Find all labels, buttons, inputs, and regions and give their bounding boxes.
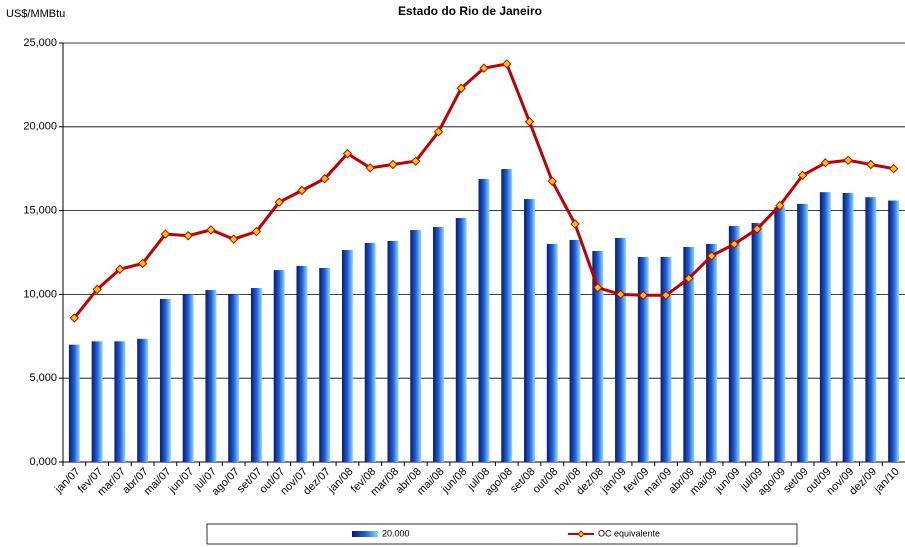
marker — [479, 63, 489, 73]
bar — [433, 227, 444, 462]
marker — [615, 289, 626, 300]
marker — [365, 163, 375, 173]
bar — [296, 265, 308, 462]
bar — [797, 203, 809, 462]
bar — [592, 250, 604, 462]
bar — [319, 267, 331, 462]
bar — [250, 288, 262, 462]
marker — [866, 159, 876, 170]
bar — [159, 298, 171, 462]
x-tick-label: jan/08 — [325, 466, 355, 496]
x-tick-label: jan/10 — [871, 466, 901, 496]
bar — [501, 169, 513, 462]
marker — [570, 219, 580, 229]
bar — [273, 270, 285, 462]
y-tick-label: 0,000 — [29, 456, 57, 468]
bar — [91, 341, 103, 462]
bar — [888, 200, 900, 462]
marker — [706, 251, 717, 261]
marker — [160, 229, 171, 239]
marker — [593, 282, 603, 293]
bar — [137, 338, 149, 462]
bar — [751, 223, 763, 462]
marker — [456, 83, 466, 93]
x-tick-label: jun/09 — [712, 466, 742, 496]
bar — [364, 242, 376, 462]
marker — [752, 224, 762, 234]
bar — [478, 178, 490, 463]
marker — [251, 226, 262, 237]
marker — [547, 176, 557, 186]
legend-label: OC equivalente — [598, 528, 660, 538]
marker — [820, 158, 831, 168]
bar — [728, 226, 740, 462]
marker — [115, 264, 125, 274]
marker — [843, 155, 853, 166]
marker — [729, 239, 740, 249]
marker — [137, 258, 148, 269]
x-tick-label: jan/07 — [52, 466, 82, 496]
bar — [387, 240, 399, 462]
bar — [410, 230, 422, 462]
marker — [342, 148, 353, 159]
marker — [183, 231, 193, 241]
marker — [524, 117, 535, 127]
y-tick-label: 25,000 — [23, 37, 57, 49]
bar — [637, 257, 649, 462]
y-tick-label: 15,000 — [23, 205, 57, 217]
y-tick-label: 5,000 — [29, 372, 57, 384]
marker — [775, 200, 785, 211]
bar — [524, 199, 535, 463]
bar — [865, 197, 877, 462]
y-tick-label: 10,000 — [23, 288, 57, 300]
marker — [69, 313, 80, 323]
bar — [706, 243, 718, 462]
y-axis-label: US$/MMBtu — [6, 8, 65, 20]
marker — [888, 163, 899, 174]
bar — [842, 193, 854, 462]
x-tick-label: jun/08 — [439, 466, 469, 496]
marker — [388, 159, 398, 170]
x-tick-label: jun/07 — [166, 466, 196, 496]
marker — [502, 59, 512, 69]
marker — [638, 290, 649, 300]
marker — [206, 225, 216, 235]
bar — [569, 239, 581, 462]
marker — [319, 174, 330, 184]
marker — [274, 197, 284, 207]
marker — [797, 170, 808, 181]
x-tick-label: jan/09 — [598, 466, 628, 496]
bar — [455, 217, 467, 462]
legend-marker — [577, 530, 585, 538]
bar — [68, 344, 80, 462]
marker — [684, 273, 694, 284]
bar — [114, 341, 126, 462]
marker — [228, 234, 239, 244]
marker — [411, 156, 421, 166]
bar — [546, 243, 558, 462]
bar — [774, 207, 786, 462]
chart-title: Estado do Rio de Janeiro — [398, 4, 542, 18]
marker — [661, 290, 671, 300]
bar — [660, 257, 672, 462]
legend-label: 20.000 — [382, 528, 410, 538]
bar — [341, 249, 353, 462]
bar — [683, 246, 695, 462]
bar — [182, 294, 194, 462]
marker — [433, 127, 444, 137]
legend-box — [206, 523, 798, 545]
marker — [92, 284, 102, 295]
y-tick-label: 20,000 — [23, 121, 57, 133]
bar — [205, 290, 217, 462]
bar — [819, 192, 831, 462]
legend-swatch — [352, 531, 378, 537]
marker — [297, 185, 307, 196]
bar — [228, 294, 240, 462]
bar — [615, 237, 627, 462]
